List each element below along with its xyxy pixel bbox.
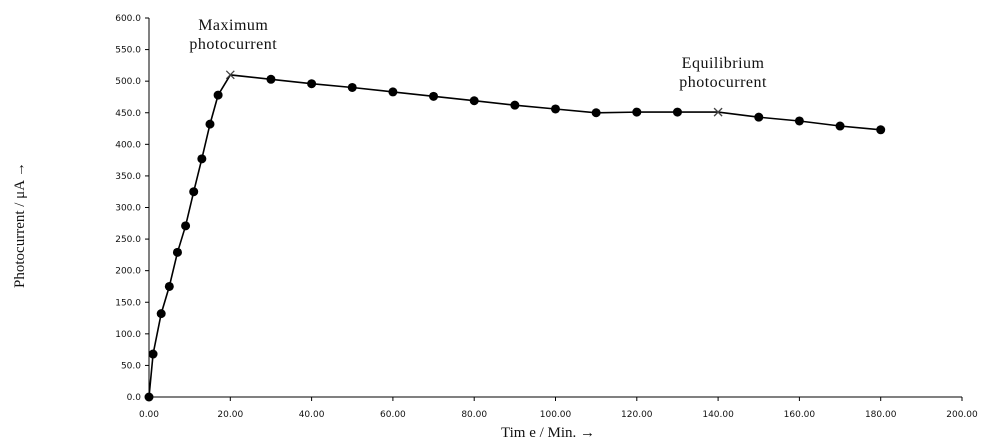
- x-tick-label: 160.00: [784, 410, 816, 420]
- data-point: [189, 187, 199, 197]
- cross-stroke: [713, 107, 723, 117]
- data-point: [388, 87, 398, 97]
- y-tick-label: 50.0: [121, 361, 141, 371]
- cross-stroke: [225, 70, 235, 80]
- data-point: [551, 104, 560, 114]
- data-point: [213, 90, 223, 100]
- data-point: [148, 349, 158, 359]
- data-point: [632, 107, 642, 117]
- data-point: [197, 154, 207, 164]
- data-point: [469, 96, 479, 106]
- y-axis-label: Photocurrent / μA →: [12, 162, 28, 288]
- annotation-text: photocurrent: [189, 36, 277, 53]
- annotations: Maximum photocurrent Equilibrium photocurre…: [189, 17, 767, 91]
- data-point-cross: [713, 107, 723, 117]
- annotation-text: Equilibrium: [682, 55, 765, 72]
- x-tick-label: 140.00: [702, 410, 734, 420]
- data-point: [164, 281, 174, 291]
- y-tick-label: 0.0: [127, 393, 142, 403]
- x-tick-label: 0.00: [139, 410, 159, 420]
- data-point: [144, 392, 154, 402]
- series-line: [148, 74, 881, 398]
- y-tick-labels: 0.0 50.0 100.0 150.0 200.0 250.0 300.0 350.0 400…: [115, 14, 141, 403]
- data-point: [754, 112, 764, 122]
- data-point: [181, 221, 191, 231]
- y-tick-label: 150.0: [115, 298, 141, 308]
- x-tick-labels: 0.00 20.00 40.00 60.00 80.00 100.00 120.00 140.…: [139, 410, 978, 420]
- x-tick-label: 20.00: [217, 410, 243, 420]
- data-point: [347, 82, 357, 92]
- series-photocurrent: [144, 70, 886, 402]
- x-tick-label: 200.00: [946, 410, 978, 420]
- x-tick-label: 40.00: [299, 410, 325, 420]
- data-point: [672, 107, 682, 117]
- data-point: [307, 79, 317, 89]
- y-tick-label: 200.0: [115, 267, 141, 277]
- x-tick-label: 60.00: [380, 410, 406, 420]
- x-axis-label: Tim e / Min. →: [501, 425, 595, 441]
- data-point: [156, 309, 166, 319]
- data-point: [510, 100, 520, 110]
- data-point: [205, 119, 215, 129]
- y-tick-label: 500.0: [115, 77, 141, 87]
- data-point: [591, 108, 601, 118]
- y-tick-label: 100.0: [115, 330, 141, 340]
- y-tick-label: 450.0: [115, 109, 141, 119]
- data-point: [876, 125, 886, 135]
- data-point: [172, 247, 182, 257]
- y-tick-label: 550.0: [115, 46, 141, 56]
- x-tick-label: 180.00: [865, 410, 897, 420]
- annotation-text: Maximum: [198, 17, 268, 34]
- data-point: [835, 121, 845, 131]
- data-point: [429, 91, 439, 101]
- y-tick-label: 400.0: [115, 140, 141, 150]
- y-tick-label: 600.0: [115, 14, 141, 24]
- y-tick-label: 250.0: [115, 235, 141, 245]
- data-point-cross: [225, 70, 235, 80]
- x-tick-label: 120.00: [621, 410, 653, 420]
- data-point: [266, 74, 276, 84]
- x-tick-label: 80.00: [461, 410, 487, 420]
- y-tick-label: 300.0: [115, 204, 141, 214]
- y-tick-label: 350.0: [115, 172, 141, 182]
- axes: [145, 17, 963, 401]
- annotation-text: photocurrent: [679, 74, 767, 91]
- x-tick-label: 100.00: [540, 410, 572, 420]
- data-point: [794, 116, 804, 126]
